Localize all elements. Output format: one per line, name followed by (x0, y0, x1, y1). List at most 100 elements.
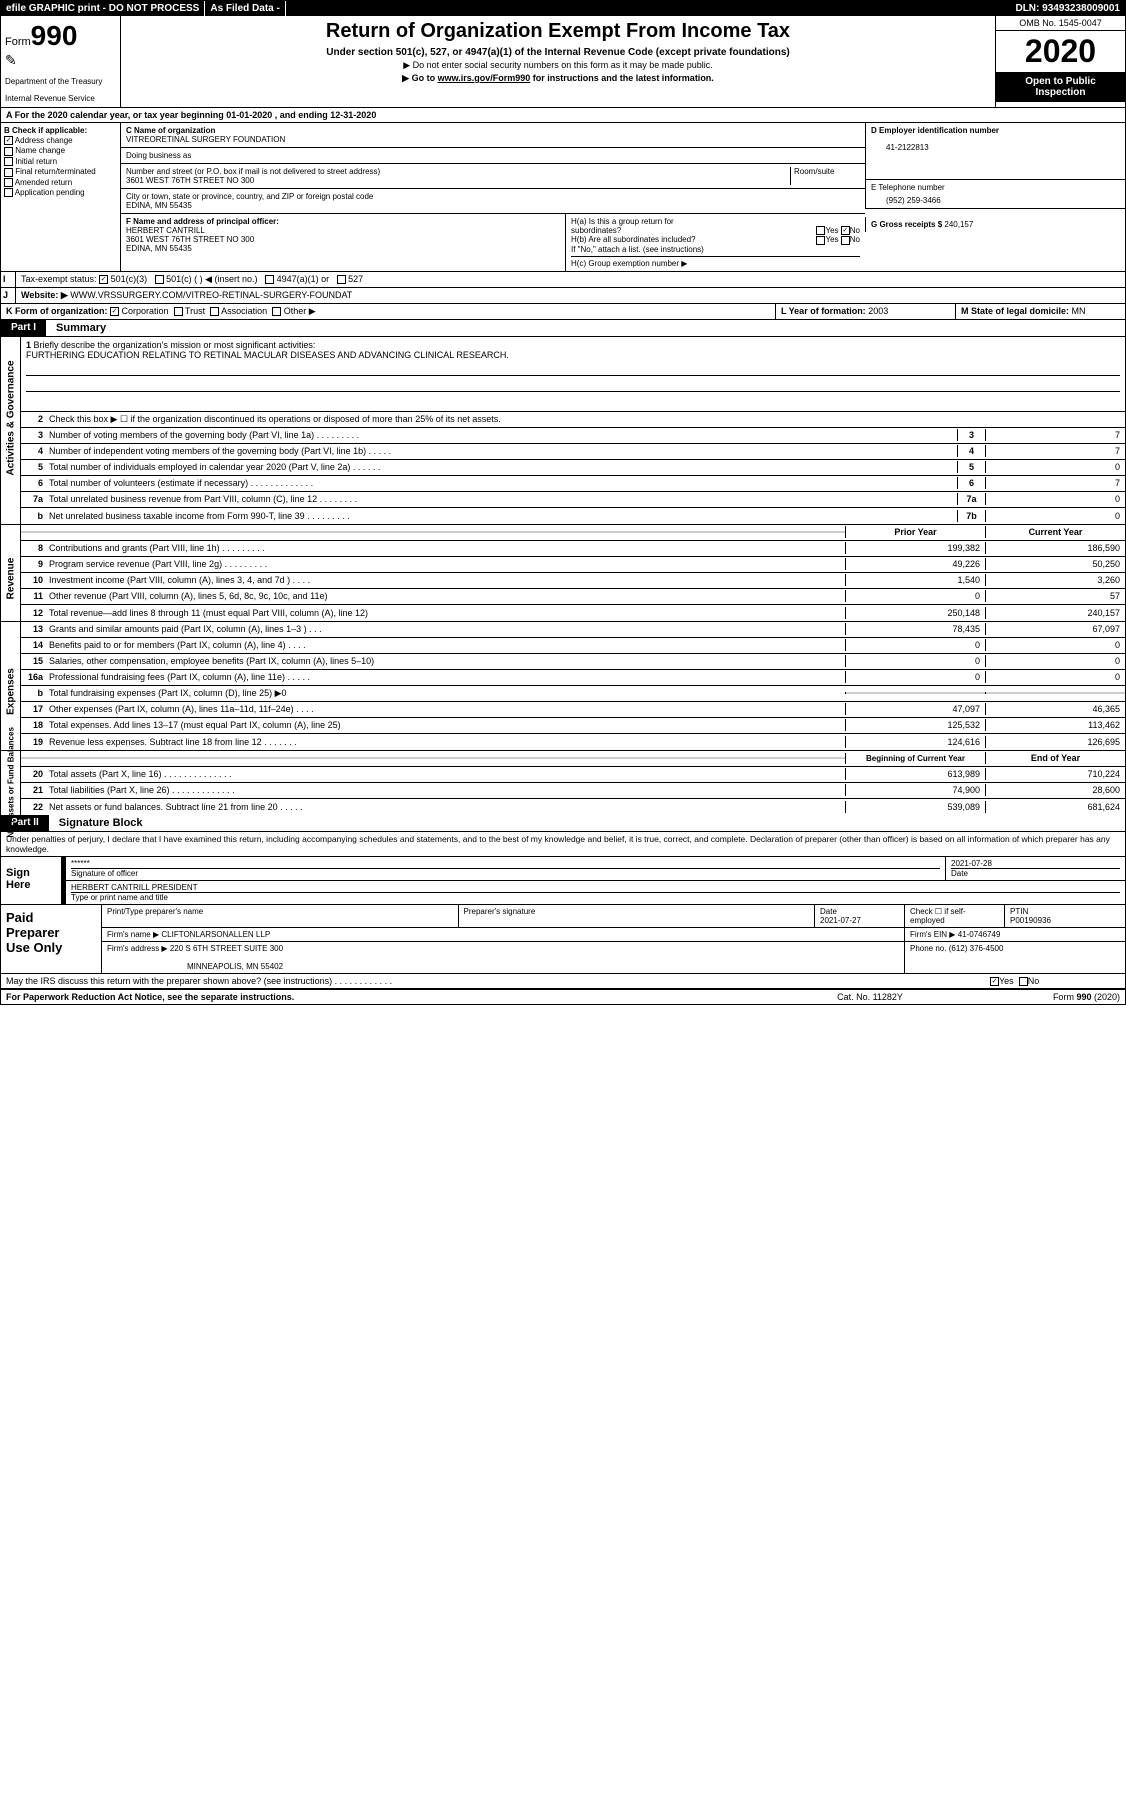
row-num: 6 (21, 477, 46, 489)
penalty-statement: Under penalties of perjury, I declare th… (1, 832, 1125, 857)
d-label: D Employer identification number (871, 126, 1120, 135)
i-4947-check[interactable] (265, 275, 274, 284)
part1-title: Summary (46, 320, 1125, 337)
form-title: Return of Organization Exempt From Incom… (125, 20, 991, 43)
city-label: City or town, state or province, country… (126, 192, 373, 201)
m-value: MN (1072, 306, 1086, 316)
i-501c3-check[interactable]: ✓ (99, 275, 108, 284)
year-header-row: Prior Year Current Year (21, 525, 1125, 541)
row-num: 20 (21, 768, 46, 780)
firm-addr-label: Firm's address ▶ (107, 944, 168, 953)
hb-no-check[interactable] (841, 236, 850, 245)
website-value[interactable]: WWW.VRSSURGERY.COM/VITREO-RETINAL-SURGER… (70, 290, 352, 300)
vlabel-bal: Net Assets or Fund Balances (1, 751, 21, 815)
k-opt0: Corporation (122, 306, 169, 316)
data-row-b: b Total fundraising expenses (Part IX, c… (21, 686, 1125, 702)
row-box: 7b (957, 510, 985, 522)
prep-self-emp: Check ☐ if self-employed (910, 907, 999, 925)
header-center: Return of Organization Exempt From Incom… (121, 16, 995, 107)
row-desc: Professional fundraising fees (Part IX, … (46, 671, 845, 683)
k-corp-check[interactable]: ✓ (110, 307, 119, 316)
k-trust-check[interactable] (174, 307, 183, 316)
irs-link[interactable]: www.irs.gov/Form990 (438, 73, 531, 83)
vlabel-bal-text: Net Assets or Fund Balances (7, 737, 16, 837)
current-year-hdr: Current Year (985, 526, 1125, 538)
revenue-section: Revenue Prior Year Current Year 8 Contri… (1, 524, 1125, 621)
omb-number: OMB No. 1545-0047 (996, 16, 1125, 31)
mission-label: Briefly describe the organization's miss… (34, 340, 316, 350)
h-note: If "No," attach a list. (see instruction… (571, 245, 860, 254)
row-desc: Total unrelated business revenue from Pa… (46, 493, 957, 505)
l-value: 2003 (868, 306, 888, 316)
i-527-check[interactable] (337, 275, 346, 284)
begin-year-hdr: Beginning of Current Year (845, 753, 985, 764)
governance-section: Activities & Governance 1 Briefly descri… (1, 337, 1125, 524)
i-opt2: 501(c) ( ) ◀ (insert no.) (166, 274, 257, 284)
line2-row: 2 Check this box ▶ ☐ if the organization… (21, 412, 1125, 428)
gov-row-4: 4 Number of independent voting members o… (21, 444, 1125, 460)
row-num: 8 (21, 542, 46, 554)
hc-label: H(c) Group exemption number ▶ (571, 256, 860, 268)
check-address[interactable]: ✓ Address change (4, 136, 117, 145)
b-label: B Check if applicable: (4, 126, 117, 135)
check-initial[interactable]: Initial return (4, 157, 117, 166)
k-assoc-check[interactable] (210, 307, 219, 316)
ptin-label: PTIN (1010, 907, 1120, 916)
row-curr: 0 (985, 671, 1125, 683)
row-desc: Total liabilities (Part X, line 26) . . … (46, 784, 845, 796)
expenses-section: Expenses 13 Grants and similar amounts p… (1, 621, 1125, 750)
row-prior: 199,382 (845, 542, 985, 554)
mission-block: 1 Briefly describe the organization's mi… (21, 337, 1125, 412)
row-desc: Grants and similar amounts paid (Part IX… (46, 623, 845, 635)
row-val: 0 (985, 493, 1125, 505)
cat-no: Cat. No. 11282Y (770, 992, 970, 1002)
sign-here-label: Sign Here (1, 857, 61, 904)
row-num: 3 (21, 429, 46, 441)
i-501c-check[interactable] (155, 275, 164, 284)
as-filed-label: As Filed Data - (205, 1, 285, 16)
check-name[interactable]: Name change (4, 146, 117, 155)
row-prior: 539,089 (845, 801, 985, 813)
dept-label: Department of the Treasury (5, 77, 116, 86)
org-name: VITREORETINAL SURGERY FOUNDATION (126, 135, 285, 144)
row-num: b (21, 510, 46, 522)
k-opt1: Trust (185, 306, 205, 316)
firm-addr: 220 S 6TH STREET SUITE 300 (170, 944, 283, 953)
col-c-org-info: C Name of organization VITREORETINAL SUR… (121, 123, 865, 271)
row-num: 4 (21, 445, 46, 457)
hb-yes: Yes (825, 235, 838, 244)
end-year-hdr: End of Year (985, 752, 1125, 764)
row-curr: 710,224 (985, 768, 1125, 780)
row-desc: Total expenses. Add lines 13–17 (must eq… (46, 719, 845, 731)
gov-row-5: 5 Total number of individuals employed i… (21, 460, 1125, 476)
discuss-yes: Yes (999, 976, 1014, 986)
street-label: Number and street (or P.O. box if mail i… (126, 167, 380, 176)
data-row-12: 12 Total revenue—add lines 8 through 11 … (21, 605, 1125, 621)
ha-label: H(a) Is this a group return for (571, 217, 674, 226)
top-bar: efile GRAPHIC print - DO NOT PROCESS As … (1, 1, 1125, 16)
officer-city: EDINA, MN 55435 (126, 244, 192, 253)
check-amended[interactable]: Amended return (4, 178, 117, 187)
data-row-13: 13 Grants and similar amounts paid (Part… (21, 622, 1125, 638)
j-letter: J (1, 288, 16, 303)
row-num: 9 (21, 558, 46, 570)
row-box: 6 (957, 477, 985, 489)
discuss-yes-check[interactable]: ✓ (990, 977, 999, 986)
row-curr: 67,097 (985, 623, 1125, 635)
check-final[interactable]: Final return/terminated (4, 167, 117, 176)
row-num: 15 (21, 655, 46, 667)
k-other-check[interactable] (272, 307, 281, 316)
ha-no-check[interactable]: ✓ (841, 226, 850, 235)
row-desc: Total assets (Part X, line 16) . . . . .… (46, 768, 845, 780)
firm-name: CLIFTONLARSONALLEN LLP (161, 930, 270, 939)
city-value: EDINA, MN 55435 (126, 201, 192, 210)
row-desc: Total number of volunteers (estimate if … (46, 477, 957, 489)
row-num: 16a (21, 671, 46, 683)
form-label: Form (5, 36, 31, 48)
data-row-15: 15 Salaries, other compensation, employe… (21, 654, 1125, 670)
discuss-no-check[interactable] (1019, 977, 1028, 986)
discuss-text: May the IRS discuss this return with the… (6, 976, 990, 986)
gov-row-b: b Net unrelated business taxable income … (21, 508, 1125, 524)
check-pending[interactable]: Application pending (4, 188, 117, 197)
row-prior: 74,900 (845, 784, 985, 796)
